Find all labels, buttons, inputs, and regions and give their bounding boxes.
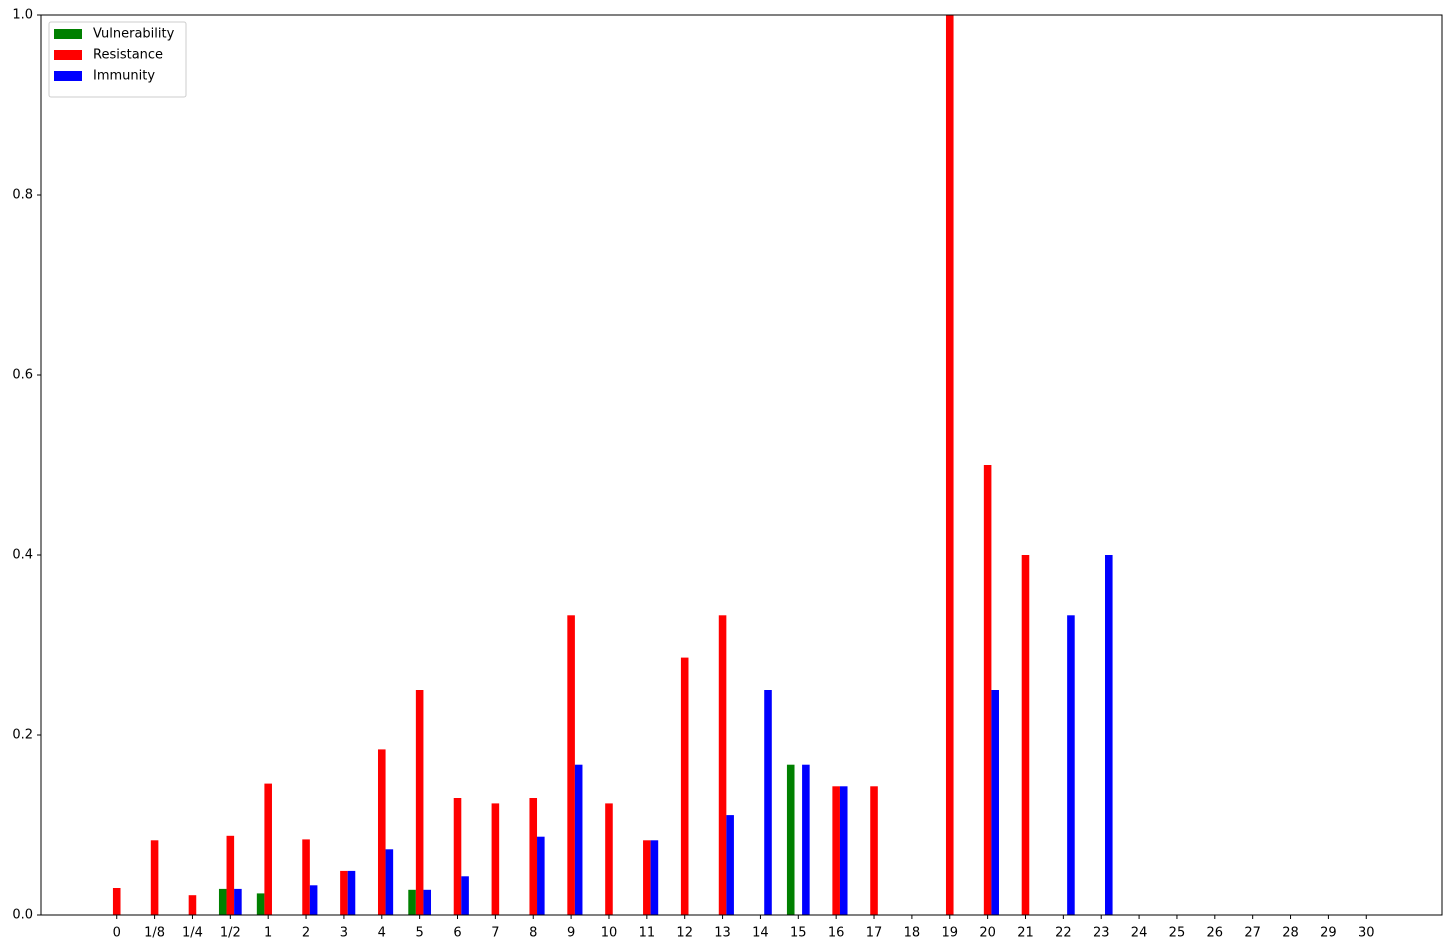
legend-swatch	[54, 29, 82, 39]
bar	[1021, 555, 1030, 915]
x-tick-label: 9	[567, 926, 575, 941]
x-tick-label: 17	[866, 926, 883, 941]
legend: Vulnerability Resistance Immunity	[48, 21, 187, 98]
x-tick-label: 1/4	[182, 926, 203, 941]
x-tick-label: 5	[416, 926, 424, 941]
x-tick-label: 14	[752, 926, 769, 941]
bar	[991, 690, 999, 915]
x-tick-label: 15	[790, 926, 807, 941]
x-tick-label: 11	[639, 926, 656, 941]
bar	[650, 840, 659, 915]
x-tick-label: 4	[378, 926, 386, 941]
bar	[726, 815, 734, 915]
bar	[461, 876, 469, 915]
x-tick-label: 29	[1320, 926, 1337, 941]
x-tick-label: 20	[979, 926, 996, 941]
bar	[226, 835, 235, 915]
x-tick-label: 23	[1093, 926, 1110, 941]
y-tick-label: 0.2	[12, 728, 33, 743]
bar	[150, 840, 159, 915]
bar	[415, 690, 424, 915]
bar	[718, 615, 727, 915]
legend-label: Vulnerability	[93, 27, 175, 42]
bar	[1105, 555, 1113, 915]
x-tick-label: 27	[1244, 926, 1261, 941]
y-tick-label: 0.6	[12, 368, 33, 383]
legend-swatch	[54, 71, 82, 81]
x-tick-label: 25	[1169, 926, 1186, 941]
bar	[537, 836, 545, 915]
x-tick-label: 21	[1017, 926, 1034, 941]
legend-swatch	[54, 50, 82, 60]
bar	[945, 15, 954, 915]
x-tick-label: 13	[714, 926, 731, 941]
x-tick-label: 28	[1282, 926, 1299, 941]
bar	[983, 465, 992, 915]
bar	[453, 798, 462, 915]
y-tick-label: 0.8	[12, 188, 33, 203]
bar	[264, 783, 272, 915]
y-tick-label: 1.0	[12, 8, 33, 23]
bar	[786, 764, 795, 915]
legend-label: Immunity	[93, 69, 155, 84]
x-tick-label: 8	[529, 926, 537, 941]
x-tick-label: 1/2	[220, 926, 241, 941]
x-tick-label: 1/8	[144, 926, 165, 941]
bar	[491, 803, 500, 915]
bar	[643, 840, 651, 915]
x-tick-label: 3	[340, 926, 348, 941]
bar	[256, 893, 265, 915]
bar	[234, 888, 242, 915]
y-tick-label: 0.4	[12, 548, 33, 563]
x-tick-label: 24	[1131, 926, 1148, 941]
bar	[347, 870, 356, 915]
x-tick-label: 10	[601, 926, 618, 941]
bar	[188, 895, 197, 915]
bar	[385, 849, 394, 915]
bar	[423, 889, 432, 915]
x-tick-label: 2	[302, 926, 310, 941]
x-tick-label: 26	[1207, 926, 1224, 941]
x-tick-label: 1	[264, 926, 272, 941]
bar	[567, 615, 575, 915]
bar	[309, 885, 318, 915]
bar	[870, 786, 878, 915]
bar	[574, 764, 583, 915]
x-tick-label: 18	[904, 926, 921, 941]
bar	[839, 786, 848, 915]
legend-box	[48, 21, 187, 98]
plot-frame	[40, 14, 1443, 916]
bar	[1067, 615, 1075, 915]
bar	[680, 657, 689, 915]
bar	[529, 798, 538, 915]
x-tick-label: 6	[453, 926, 461, 941]
bar	[802, 764, 810, 915]
bar	[302, 839, 310, 915]
bar	[112, 888, 121, 915]
bar	[377, 749, 386, 915]
legend-label: Resistance	[93, 48, 163, 63]
x-tick-label: 19	[941, 926, 958, 941]
bar	[832, 786, 840, 915]
bar	[408, 889, 416, 915]
x-tick-label: 12	[676, 926, 693, 941]
bar	[218, 888, 227, 915]
x-tick-label: 7	[491, 926, 499, 941]
x-tick-label: 30	[1358, 926, 1375, 941]
x-tick-label: 16	[828, 926, 845, 941]
x-tick-label: 0	[113, 926, 121, 941]
bar	[340, 870, 348, 915]
bar	[605, 803, 613, 915]
y-tick-label: 0.0	[12, 908, 33, 923]
bar	[764, 690, 772, 915]
x-tick-label: 22	[1055, 926, 1072, 941]
